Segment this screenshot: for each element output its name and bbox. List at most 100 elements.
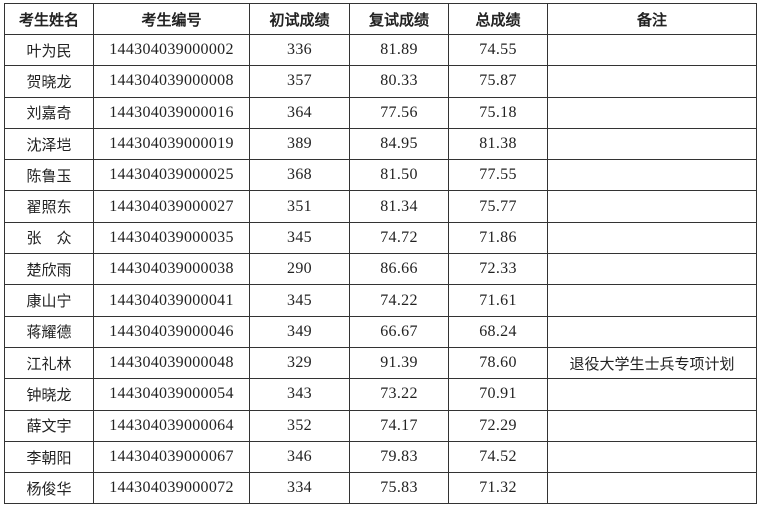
table-row: 杨俊华 144304039000072 334 75.83 71.32 <box>4 472 757 505</box>
cell-name: 沈泽垲 <box>4 127 94 161</box>
table-row: 贺晓龙 144304039000008 357 80.33 75.87 <box>4 65 757 98</box>
cell-retest-score: 74.17 <box>349 409 449 442</box>
cell-id: 144304039000027 <box>93 190 250 223</box>
header-initial-score: 初试成绩 <box>249 3 350 35</box>
cell-initial-score: 357 <box>249 65 350 98</box>
cell-initial-score: 329 <box>249 346 350 380</box>
cell-remarks <box>547 253 757 286</box>
header-total-score: 总成绩 <box>448 3 548 35</box>
cell-total-score: 68.24 <box>448 315 548 348</box>
table-row: 李朝阳 144304039000067 346 79.83 74.52 <box>4 440 757 474</box>
cell-remarks <box>547 221 757 255</box>
cell-remarks <box>547 472 757 505</box>
cell-name: 钟晓龙 <box>4 378 94 411</box>
cell-name: 李朝阳 <box>4 440 94 474</box>
cell-total-score: 77.55 <box>448 159 548 192</box>
table-row: 江礼林 144304039000048 329 91.39 78.60 退役大学生士兵专项… <box>4 346 757 380</box>
cell-name: 刘嘉奇 <box>4 96 94 129</box>
cell-retest-score: 84.95 <box>349 127 449 161</box>
cell-retest-score: 74.72 <box>349 221 449 255</box>
cell-name: 贺晓龙 <box>4 65 94 98</box>
cell-total-score: 81.38 <box>448 127 548 161</box>
table-row: 钟晓龙 144304039000054 343 73.22 70.91 <box>4 378 757 411</box>
cell-total-score: 71.32 <box>448 472 548 505</box>
cell-total-score: 71.86 <box>448 221 548 255</box>
cell-initial-score: 345 <box>249 221 350 255</box>
cell-remarks <box>547 65 757 98</box>
cell-id: 144304039000048 <box>93 346 250 380</box>
cell-name: 康山宁 <box>4 284 94 317</box>
cell-initial-score: 290 <box>249 253 350 286</box>
cell-remarks <box>547 378 757 411</box>
cell-remarks <box>547 284 757 317</box>
cell-remarks <box>547 190 757 223</box>
cell-id: 144304039000041 <box>93 284 250 317</box>
cell-id: 144304039000035 <box>93 221 250 255</box>
cell-name: 翟照东 <box>4 190 94 223</box>
table-row: 沈泽垲 144304039000019 389 84.95 81.38 <box>4 127 757 161</box>
cell-id: 144304039000008 <box>93 65 250 98</box>
cell-retest-score: 81.89 <box>349 33 449 67</box>
table-body: 叶为民 144304039000002 336 81.89 74.55 贺晓龙 144304… <box>4 33 757 505</box>
cell-retest-score: 74.22 <box>349 284 449 317</box>
header-remarks: 备注 <box>547 3 757 35</box>
table-row: 张 众 144304039000035 345 74.72 71.86 <box>4 221 757 255</box>
table-row: 翟照东 144304039000027 351 81.34 75.77 <box>4 190 757 223</box>
table-row: 蒋耀德 144304039000046 349 66.67 68.24 <box>4 315 757 348</box>
cell-total-score: 75.87 <box>448 65 548 98</box>
cell-name: 张 众 <box>4 221 94 255</box>
cell-id: 144304039000072 <box>93 472 250 505</box>
score-table: 考生姓名 考生编号 初试成绩 复试成绩 总成绩 备注 叶为民 1443040390… <box>4 3 757 505</box>
cell-retest-score: 86.66 <box>349 253 449 286</box>
cell-retest-score: 81.50 <box>349 159 449 192</box>
cell-remarks <box>547 409 757 442</box>
table-row: 薛文宇 144304039000064 352 74.17 72.29 <box>4 409 757 442</box>
cell-initial-score: 368 <box>249 159 350 192</box>
cell-initial-score: 334 <box>249 472 350 505</box>
cell-total-score: 74.52 <box>448 440 548 474</box>
cell-id: 144304039000019 <box>93 127 250 161</box>
cell-remarks <box>547 440 757 474</box>
cell-remarks <box>547 127 757 161</box>
cell-id: 144304039000046 <box>93 315 250 348</box>
cell-remarks <box>547 159 757 192</box>
cell-retest-score: 73.22 <box>349 378 449 411</box>
cell-id: 144304039000067 <box>93 440 250 474</box>
cell-initial-score: 336 <box>249 33 350 67</box>
cell-id: 144304039000064 <box>93 409 250 442</box>
cell-total-score: 72.29 <box>448 409 548 442</box>
cell-remarks <box>547 33 757 67</box>
cell-retest-score: 77.56 <box>349 96 449 129</box>
cell-initial-score: 343 <box>249 378 350 411</box>
cell-remarks <box>547 96 757 129</box>
cell-name: 叶为民 <box>4 33 94 67</box>
table-row: 楚欣雨 144304039000038 290 86.66 72.33 <box>4 253 757 286</box>
cell-total-score: 75.18 <box>448 96 548 129</box>
cell-name: 江礼林 <box>4 346 94 380</box>
cell-name: 蒋耀德 <box>4 315 94 348</box>
table-row: 陈鲁玉 144304039000025 368 81.50 77.55 <box>4 159 757 192</box>
cell-initial-score: 349 <box>249 315 350 348</box>
table-row: 刘嘉奇 144304039000016 364 77.56 75.18 <box>4 96 757 129</box>
cell-total-score: 70.91 <box>448 378 548 411</box>
cell-total-score: 71.61 <box>448 284 548 317</box>
cell-id: 144304039000002 <box>93 33 250 67</box>
cell-name: 楚欣雨 <box>4 253 94 286</box>
cell-id: 144304039000016 <box>93 96 250 129</box>
header-id: 考生编号 <box>93 3 250 35</box>
cell-id: 144304039000038 <box>93 253 250 286</box>
cell-name: 陈鲁玉 <box>4 159 94 192</box>
cell-retest-score: 80.33 <box>349 65 449 98</box>
cell-remarks: 退役大学生士兵专项计划 <box>547 346 757 380</box>
cell-id: 144304039000054 <box>93 378 250 411</box>
cell-initial-score: 352 <box>249 409 350 442</box>
cell-id: 144304039000025 <box>93 159 250 192</box>
cell-total-score: 72.33 <box>448 253 548 286</box>
cell-retest-score: 91.39 <box>349 346 449 380</box>
cell-total-score: 74.55 <box>448 33 548 67</box>
cell-retest-score: 81.34 <box>349 190 449 223</box>
cell-total-score: 75.77 <box>448 190 548 223</box>
header-name: 考生姓名 <box>4 3 94 35</box>
cell-name: 杨俊华 <box>4 472 94 505</box>
cell-retest-score: 75.83 <box>349 472 449 505</box>
